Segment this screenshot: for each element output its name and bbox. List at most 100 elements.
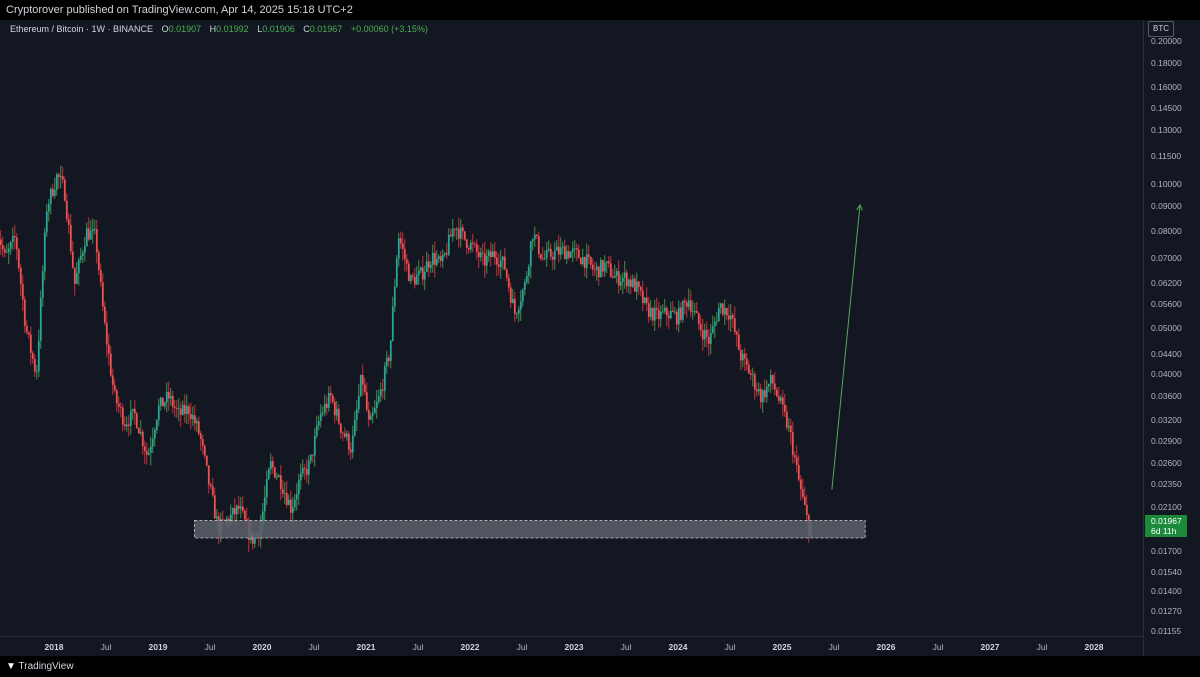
candle-body [395,258,398,287]
currency-button[interactable]: BTC [1148,21,1174,37]
candle-body [339,423,342,433]
candle-body [617,271,620,286]
candle-body [729,315,732,320]
candle-body [763,390,766,398]
candle-body [451,228,454,237]
candle-body [307,460,310,475]
publish-header: Cryptorover published on TradingView.com… [0,0,1200,20]
candle-body [469,242,472,250]
price-tick-label: 0.09000 [1151,201,1182,212]
price-tick-label: 0.03200 [1151,415,1182,426]
price-tick-label: 0.01155 [1151,626,1182,637]
candle-body [517,309,520,314]
candle-body [479,252,482,258]
candle-body [53,189,56,196]
candle-body [743,353,746,359]
candle-body [7,248,10,253]
candle-body [783,404,786,412]
candle-body [403,249,406,260]
candle-body [531,239,534,242]
candle-body [749,373,752,375]
symbol-name[interactable]: Ethereum / Bitcoin · 1W · BINANCE [10,24,154,34]
candle-body [467,247,470,250]
candle-body [267,469,270,480]
candle-body [41,271,44,299]
candle-body [305,468,308,475]
candle-body [173,406,176,408]
candle-body [693,310,696,312]
candle-body [29,334,32,353]
support-zone-rectangle[interactable] [193,520,866,539]
candle-body [215,516,218,519]
candle-body [195,421,198,424]
candle-body [407,263,410,282]
price-chart[interactable] [0,20,1143,636]
candle-body [619,281,622,286]
candle-body [245,519,248,521]
candle-body [575,247,578,250]
candle-body [107,344,110,354]
candle-body [611,276,614,278]
candle-body [385,357,388,367]
candle-body [679,307,682,320]
time-tick-label: Jul [828,642,840,652]
candle-body [201,439,204,446]
time-tick-label: 2023 [564,642,584,652]
open-label: O [161,24,169,34]
candle-body [545,250,548,258]
candle-body [377,396,380,402]
price-tick-label: 0.13000 [1151,125,1182,136]
publish-info: Cryptorover published on TradingView.com… [6,4,353,16]
candle-body [111,375,114,386]
projection-arrow-line[interactable] [831,204,861,490]
candle-body [539,254,542,259]
symbol-legend: Ethereum / Bitcoin · 1W · BINANCE O0.019… [10,24,428,34]
candle-body [441,254,444,261]
candle-body [637,281,640,288]
candle-body [261,511,264,525]
candle-body [271,461,274,468]
candle-body [37,340,40,372]
candle-body [667,315,670,319]
candle-body [719,303,722,309]
candle-body [805,504,808,516]
candle-body [359,374,362,396]
candle-body [793,455,796,458]
candle-body [105,322,108,345]
price-tick-label: 0.01540 [1151,566,1182,577]
candle-body [69,225,72,252]
candle-body [325,403,328,408]
candle-body [433,252,436,265]
candle-body [537,235,540,255]
candle-body [751,374,754,375]
candle-body [89,231,92,240]
price-tick-label: 0.01400 [1151,586,1182,597]
candle-body [587,254,590,258]
candle-body [233,507,236,515]
candle-body [179,408,182,415]
tradingview-logo-icon[interactable]: ▼ [6,661,16,672]
candle-body [185,406,188,414]
candle-body [423,271,426,280]
candle-body [757,388,760,392]
candle-body [541,258,544,260]
candle-body [461,227,464,232]
candle-body [73,267,76,284]
time-tick-label: 2019 [148,642,168,652]
candle-body [9,242,12,249]
candle-body [409,275,412,282]
candle-body [771,375,774,384]
candle-body [165,391,168,403]
candle-body [265,479,268,498]
chart-panel[interactable]: Ethereum / Bitcoin · 1W · BINANCE O0.019… [0,20,1200,656]
candle-body [357,395,360,410]
time-tick-label: 2021 [356,642,376,652]
candle-body [277,475,280,477]
candle-body [533,234,536,240]
candle-body [597,266,600,278]
candle-body [773,383,776,390]
candle-body [595,266,598,270]
candle-body [535,234,538,236]
candle-body [677,307,680,325]
time-tick-label: Jul [724,642,736,652]
